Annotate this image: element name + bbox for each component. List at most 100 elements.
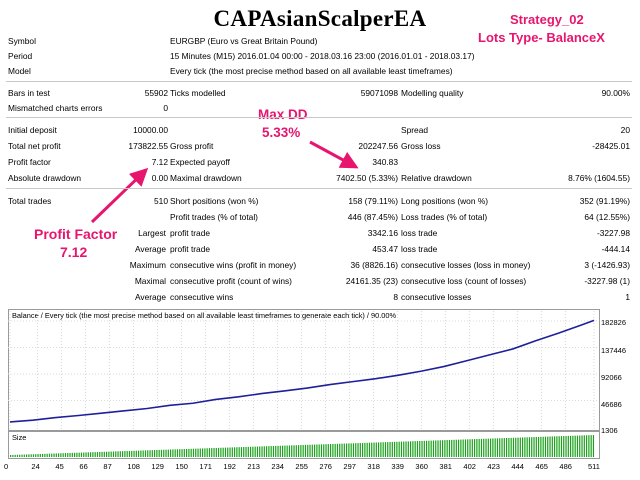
- size-bar: [256, 446, 259, 457]
- size-bar: [293, 445, 295, 457]
- size-bar: [368, 442, 371, 457]
- size-bar: [62, 453, 64, 457]
- size-bar: [469, 439, 471, 457]
- size-bar: [350, 443, 352, 457]
- x-tick-label: 213: [247, 462, 260, 471]
- x-tick-label: 45: [55, 462, 64, 471]
- profit-factor-label: Profit factor: [8, 157, 51, 167]
- size-bar: [586, 435, 588, 457]
- size-bar: [462, 439, 464, 457]
- expected-payoff-label: Expected payoff: [170, 157, 230, 167]
- size-bar: [547, 436, 549, 457]
- period-value: 15 Minutes (M15) 2016.01.04 00:00 - 2018…: [170, 51, 475, 61]
- size-bar: [96, 452, 99, 457]
- size-bar: [23, 454, 25, 457]
- size-bar: [195, 448, 197, 457]
- size-bar: [554, 436, 556, 457]
- size-bar: [247, 446, 249, 457]
- size-bar: [284, 445, 286, 457]
- size-bar: [405, 441, 407, 457]
- average-loss-trade-value: -444.14: [601, 244, 630, 254]
- size-bar: [167, 449, 169, 457]
- size-bar: [506, 438, 508, 457]
- size-bar: [83, 452, 85, 457]
- size-bar: [519, 437, 521, 457]
- size-bar: [69, 452, 71, 457]
- size-bar: [499, 438, 501, 457]
- size-bar: [558, 436, 560, 457]
- size-bar: [330, 444, 332, 457]
- size-bar: [174, 449, 176, 457]
- size-bar: [147, 450, 149, 457]
- size-bar: [460, 439, 462, 457]
- average-profit-trade-label: profit trade: [170, 244, 211, 254]
- size-bar: [432, 440, 435, 457]
- size-bar: [32, 454, 35, 457]
- size-bar: [215, 447, 217, 457]
- ticks-value: 59071098: [360, 88, 398, 98]
- size-bar: [439, 440, 441, 457]
- size-bar: [464, 439, 467, 457]
- maximal-consecutive-loss-label: consecutive loss (count of losses): [401, 276, 527, 286]
- size-bar: [261, 446, 263, 457]
- x-tick-label: 192: [223, 462, 236, 471]
- max-dd-annotation-label: Max DD: [258, 107, 308, 122]
- x-tick-label: 402: [463, 462, 476, 471]
- profit-factor-annotation-value: 7.12: [60, 244, 88, 260]
- size-bar: [535, 436, 537, 457]
- size-bar: [99, 451, 101, 457]
- size-bar: [206, 448, 208, 457]
- size-bar: [131, 450, 133, 457]
- size-bar: [220, 447, 222, 457]
- size-bar: [46, 453, 48, 457]
- size-bar: [567, 435, 569, 457]
- max-dd-annotation-value: 5.33%: [262, 125, 301, 140]
- size-bar: [149, 450, 151, 457]
- size-bar: [448, 439, 451, 457]
- size-bar: [437, 440, 439, 457]
- model-value: Every tick (the most precise method base…: [170, 66, 453, 76]
- x-tick-label: 318: [367, 462, 380, 471]
- size-bar: [124, 451, 126, 457]
- x-tick-label: 444: [511, 462, 524, 471]
- size-bar: [327, 444, 329, 457]
- lots-type-label: Lots Type- BalanceX: [478, 30, 605, 45]
- size-bar: [138, 450, 140, 457]
- y-tick-label: 137446: [601, 346, 627, 355]
- size-bar: [92, 452, 94, 457]
- size-bar: [487, 438, 489, 457]
- size-bar: [158, 449, 160, 457]
- size-bar: [574, 435, 576, 457]
- short-positions-value: 158 (79.11%): [348, 196, 398, 206]
- size-bar: [503, 438, 505, 457]
- x-tick-label: 234: [271, 462, 284, 471]
- loss-trades-value: 64 (12.55%): [584, 212, 630, 222]
- size-bar: [21, 454, 23, 457]
- size-bar: [30, 454, 32, 457]
- size-bar: [119, 451, 121, 457]
- size-bar: [179, 449, 181, 457]
- size-bar: [551, 436, 553, 457]
- size-bar: [115, 451, 117, 457]
- size-bar: [231, 447, 233, 457]
- size-bar: [156, 449, 158, 457]
- size-bar: [101, 451, 103, 457]
- maximal-drawdown-label: Maximal drawdown: [170, 173, 242, 183]
- size-bar: [51, 453, 53, 457]
- size-bar: [341, 443, 343, 457]
- average-loss-trade-label: loss trade: [401, 244, 438, 254]
- size-bar: [348, 443, 350, 457]
- size-bar: [122, 451, 124, 457]
- long-positions-value: 352 (91.19%): [579, 196, 630, 206]
- average-consecutive-wins-label: consecutive wins: [170, 292, 234, 302]
- size-bar: [346, 443, 348, 457]
- size-bar: [87, 452, 89, 457]
- max-consecutive-losses-label: consecutive losses (loss in money): [401, 260, 531, 270]
- size-bar: [382, 442, 384, 457]
- spread-label: Spread: [401, 125, 429, 135]
- size-bar: [444, 440, 446, 457]
- size-bar: [334, 443, 336, 457]
- size-bar: [355, 443, 357, 457]
- size-bar: [446, 440, 448, 457]
- size-bar: [357, 443, 359, 457]
